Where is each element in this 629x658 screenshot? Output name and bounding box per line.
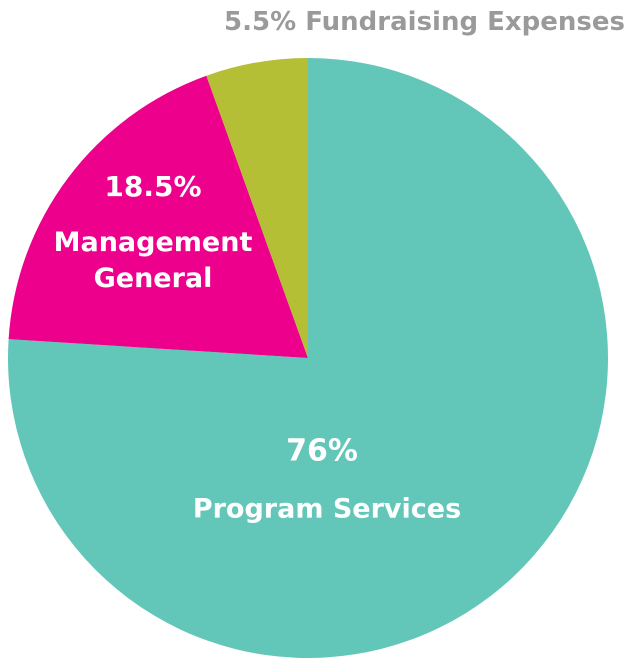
value-label: 76% bbox=[286, 434, 358, 469]
pie-slice bbox=[206, 58, 308, 358]
value-label: 18.5% bbox=[104, 170, 201, 203]
slice-label: 5.5% Fundraising Expenses bbox=[224, 7, 625, 37]
pie-slice bbox=[8, 75, 309, 358]
category-label: Management General bbox=[54, 227, 253, 294]
value-label: 5.5% bbox=[224, 7, 296, 37]
label-line: Management bbox=[54, 227, 253, 258]
label-line: General bbox=[94, 263, 213, 294]
category-label: Program Services bbox=[193, 494, 461, 525]
category-label: Fundraising Expenses bbox=[305, 7, 625, 37]
